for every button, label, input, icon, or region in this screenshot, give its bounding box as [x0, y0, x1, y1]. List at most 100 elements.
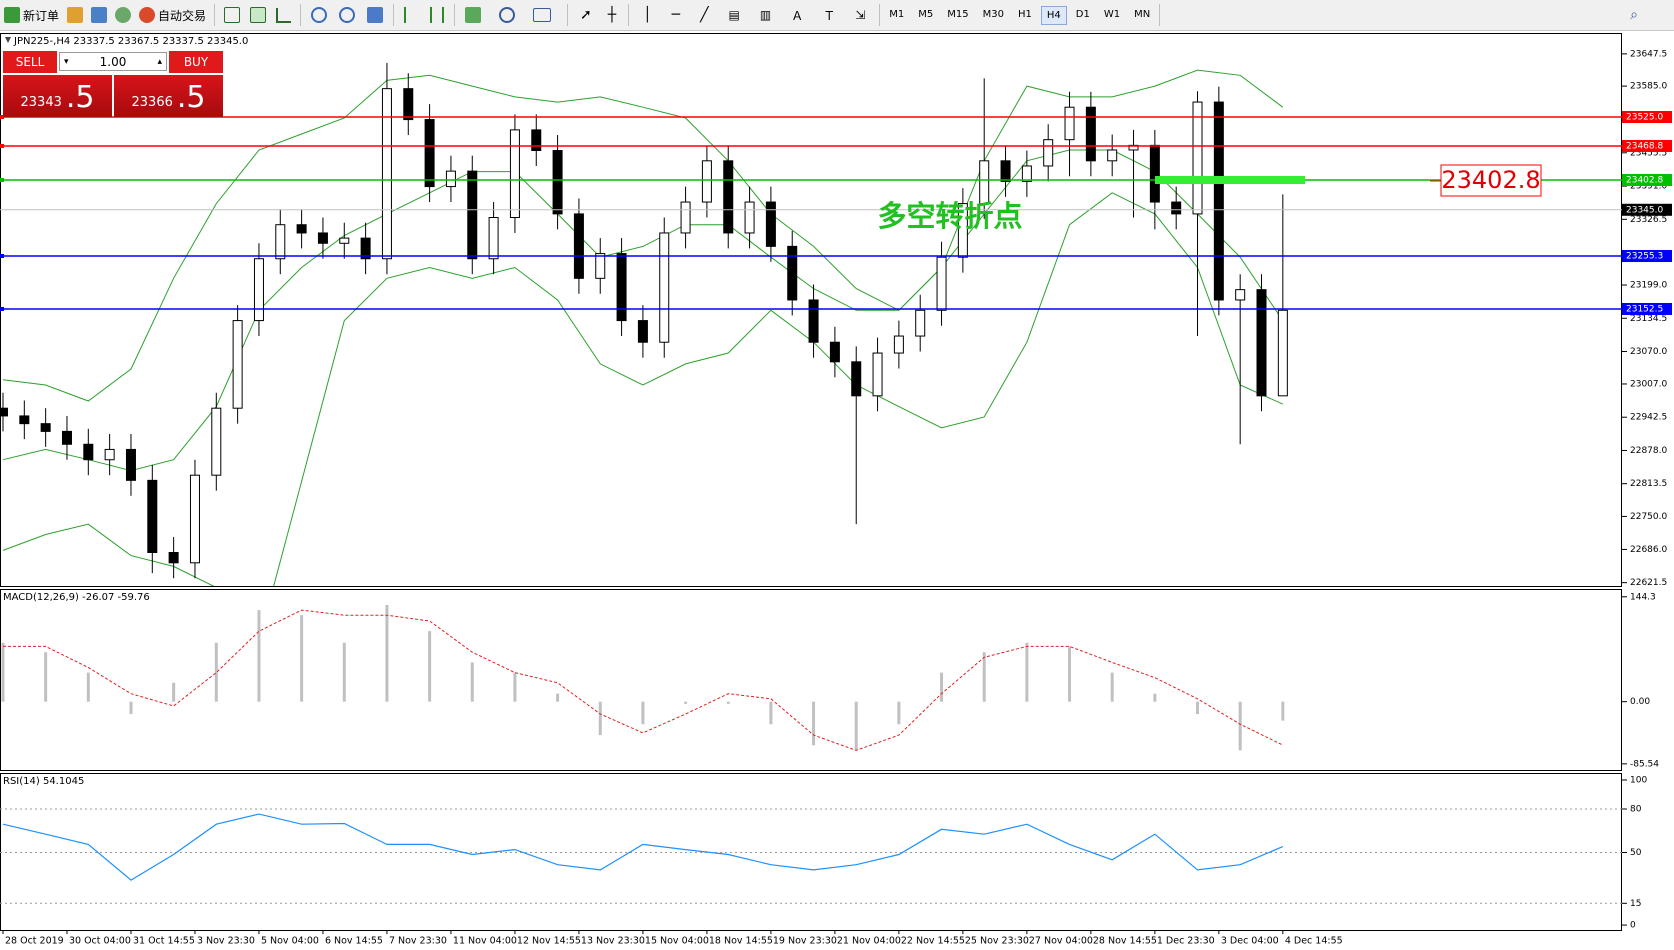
trade-panel: SELL ▾ 1.00 ▴ BUY 23343.5 23366.5: [3, 51, 223, 117]
y-tick-label: 23455.5: [1630, 148, 1667, 158]
timeframe-button[interactable]: M5: [918, 8, 934, 20]
candle-body: [339, 237, 350, 244]
text-tool[interactable]: Ａ: [791, 8, 804, 23]
candle-body: [1043, 139, 1054, 167]
cursor-tool[interactable]: ➚: [580, 7, 592, 23]
lot-input[interactable]: ▾ 1.00 ▴: [59, 52, 167, 71]
separator: [393, 4, 395, 26]
y-tick-label: 22942.5: [1630, 413, 1667, 423]
candle-body: [1107, 149, 1118, 162]
icon[interactable]: [67, 7, 84, 23]
spin-up[interactable]: ▴: [157, 56, 162, 67]
icon[interactable]: [499, 7, 516, 23]
candle-body: [445, 170, 456, 188]
icon[interactable]: [311, 7, 328, 23]
icon[interactable]: [465, 7, 482, 23]
y-tick-label: 22621.5: [1630, 578, 1667, 588]
x-tick-label: 4 Dec 14:55: [1285, 936, 1343, 947]
icon[interactable]: [250, 7, 267, 23]
icon[interactable]: [404, 7, 418, 23]
candle-body: [851, 361, 862, 397]
candle-body: [723, 160, 734, 234]
timeframe-button[interactable]: M1: [889, 8, 905, 20]
level-label: 23402.8: [1626, 175, 1663, 185]
timeframe-button[interactable]: H1: [1018, 8, 1032, 20]
x-tick-label: 28 Oct 2019: [5, 936, 64, 947]
candle-body: [829, 341, 840, 363]
icon[interactable]: [115, 7, 132, 23]
icon[interactable]: [339, 7, 356, 23]
icon[interactable]: [224, 7, 241, 23]
label: 自动交易: [158, 8, 207, 23]
bid-price[interactable]: 23343.5: [3, 75, 112, 117]
level-tag: [1622, 250, 1672, 263]
candle-body: [1213, 101, 1224, 301]
timeframe-button[interactable]: D1: [1075, 8, 1090, 20]
icon[interactable]: [533, 8, 552, 22]
macd-title: MACD(12,26,9) -26.07 -59.76: [3, 592, 150, 603]
crosshair-tool[interactable]: ┼: [607, 7, 617, 23]
turning-point-bar: [1155, 175, 1305, 184]
timeframe-button[interactable]: H4: [1040, 5, 1067, 25]
icon[interactable]: [430, 7, 445, 23]
vline-tool[interactable]: │: [643, 7, 652, 23]
main-plot: [0, 62, 1622, 586]
channel-tool[interactable]: ▤: [728, 8, 740, 22]
y-tick-label: 23326.5: [1630, 215, 1667, 225]
level-tag: [1622, 173, 1672, 186]
level-anchor: [0, 177, 4, 182]
icon[interactable]: [276, 7, 292, 23]
rsi-plot: [0, 808, 1622, 904]
candle-body: [296, 224, 307, 234]
level-label: 23525.0: [1626, 113, 1663, 123]
icon[interactable]: [91, 7, 108, 23]
price-frac: .5: [176, 80, 206, 115]
current-price-label: 23345.0: [1626, 205, 1663, 215]
x-tick-label: 13 Nov 23:30: [581, 936, 645, 947]
search[interactable]: ⌕: [1630, 7, 1638, 23]
candle-body: [808, 299, 819, 343]
timeframe-button[interactable]: M15: [947, 8, 969, 20]
x-tick-label: 30 Oct 04:00: [69, 936, 131, 947]
trendline-tool[interactable]: ╱: [700, 7, 709, 23]
timeframe-button[interactable]: MN: [1134, 8, 1151, 20]
x-tick-label: 28 Nov 14:55: [1093, 936, 1157, 947]
icon[interactable]: [367, 7, 384, 23]
candle-body: [147, 479, 158, 554]
y-tick-label: 22878.0: [1630, 446, 1667, 456]
level-anchor: [0, 306, 4, 311]
candle-body: [787, 245, 798, 301]
new-order-button[interactable]: 新订单: [0, 3, 63, 27]
x-tick-label: 3 Nov 23:30: [197, 936, 255, 947]
separator: [454, 4, 456, 26]
separator: [628, 4, 630, 26]
timeframe-button[interactable]: W1: [1103, 8, 1121, 20]
candle-body: [424, 119, 435, 188]
candle-body: [1149, 144, 1160, 203]
hline-tool[interactable]: ─: [671, 7, 681, 23]
y-tick-label: 100: [1630, 775, 1647, 785]
fibo-tool[interactable]: ▥: [759, 8, 772, 22]
ask-price[interactable]: 23366.5: [114, 75, 223, 117]
sell-button[interactable]: SELL: [3, 51, 57, 73]
x-tick-label: 19 Nov 23:30: [773, 936, 837, 947]
x-tick-label: 3 Dec 04:00: [1221, 936, 1279, 947]
y-tick-label: 23134.5: [1630, 314, 1667, 324]
candle-body: [1235, 289, 1246, 301]
price-frac: .5: [65, 80, 95, 115]
y-tick-label: 0: [1630, 921, 1636, 931]
auto-trading-button[interactable]: 自动交易: [135, 3, 210, 27]
price-main: 23366: [131, 95, 173, 110]
candle-body: [275, 224, 286, 260]
level-anchor: [0, 143, 4, 148]
candle-body: [253, 258, 264, 322]
spin-down[interactable]: ▾: [64, 56, 69, 67]
label-tool[interactable]: Ｔ: [823, 8, 836, 23]
candle-body: [1192, 101, 1203, 215]
timeframe-button[interactable]: M30: [982, 8, 1005, 20]
arrow-tool[interactable]: ⇲: [855, 8, 866, 22]
line: [2, 813, 1284, 881]
x-tick-label: 5 Nov 04:00: [261, 936, 319, 947]
buy-button[interactable]: BUY: [169, 51, 223, 73]
level-tag: [1622, 111, 1672, 124]
